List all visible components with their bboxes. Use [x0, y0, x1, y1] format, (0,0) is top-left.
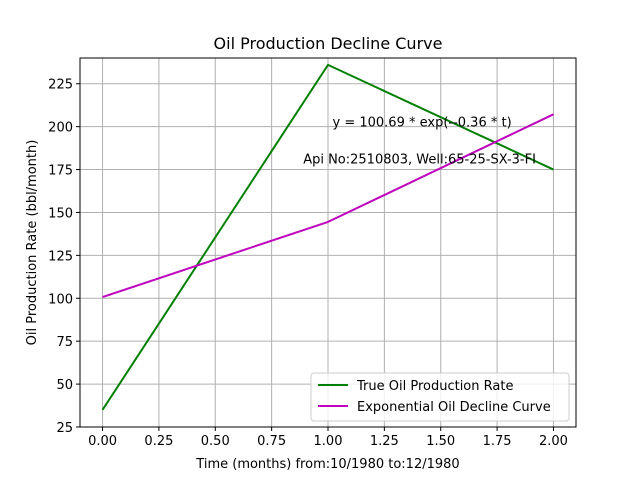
legend-label-decline-curve: Exponential Oil Decline Curve	[357, 400, 551, 415]
x-tick-label: 0.25	[144, 434, 173, 449]
series-lines	[101, 63, 554, 411]
x-tick-label: 0.50	[201, 434, 230, 449]
y-tick-label: 100	[48, 292, 73, 307]
x-tick-label: 0.00	[88, 434, 117, 449]
y-tick-label: 25	[56, 421, 73, 436]
x-tick-label: 1.50	[426, 434, 455, 449]
legend-box	[310, 372, 570, 422]
annotations: y = 100.69 * exp(--0.36 * t) Api No:25108…	[303, 116, 536, 168]
well-info-annotation: Api No:2510803, Well:65-25-SX-3-FI	[303, 153, 536, 168]
equation-annotation: y = 100.69 * exp(--0.36 * t)	[333, 116, 512, 131]
legend: True Oil Production Rate Exponential Oil…	[310, 372, 570, 422]
series-true-oil-production-rate	[101, 63, 554, 411]
series-exponential-decline-curve	[102, 113, 554, 299]
chart-title: Oil Production Decline Curve	[214, 34, 443, 53]
legend-label-true-rate: True Oil Production Rate	[356, 379, 513, 394]
y-axis-label: Oil Production Rate (bbl/month)	[25, 140, 40, 346]
y-tick-label: 225	[48, 78, 73, 93]
y-tick-label: 150	[48, 206, 73, 221]
x-tick-label: 1.00	[314, 434, 343, 449]
y-tick-label: 125	[48, 249, 73, 264]
y-tick-label: 75	[56, 335, 73, 350]
y-tick-label: 50	[56, 378, 73, 393]
x-tick-label: 1.25	[370, 434, 399, 449]
y-tick-label: 200	[48, 121, 73, 136]
x-axis-label: Time (months) from:10/1980 to:12/1980	[195, 457, 459, 472]
ticks: 0.00 0.25 0.50 0.75 1.00 1.25 1.50 1.75 2.00 25 50…	[48, 78, 568, 449]
y-tick-label: 175	[48, 164, 73, 179]
x-tick-label: 2.00	[539, 434, 568, 449]
x-tick-label: 0.75	[257, 434, 286, 449]
x-tick-label: 1.75	[483, 434, 512, 449]
